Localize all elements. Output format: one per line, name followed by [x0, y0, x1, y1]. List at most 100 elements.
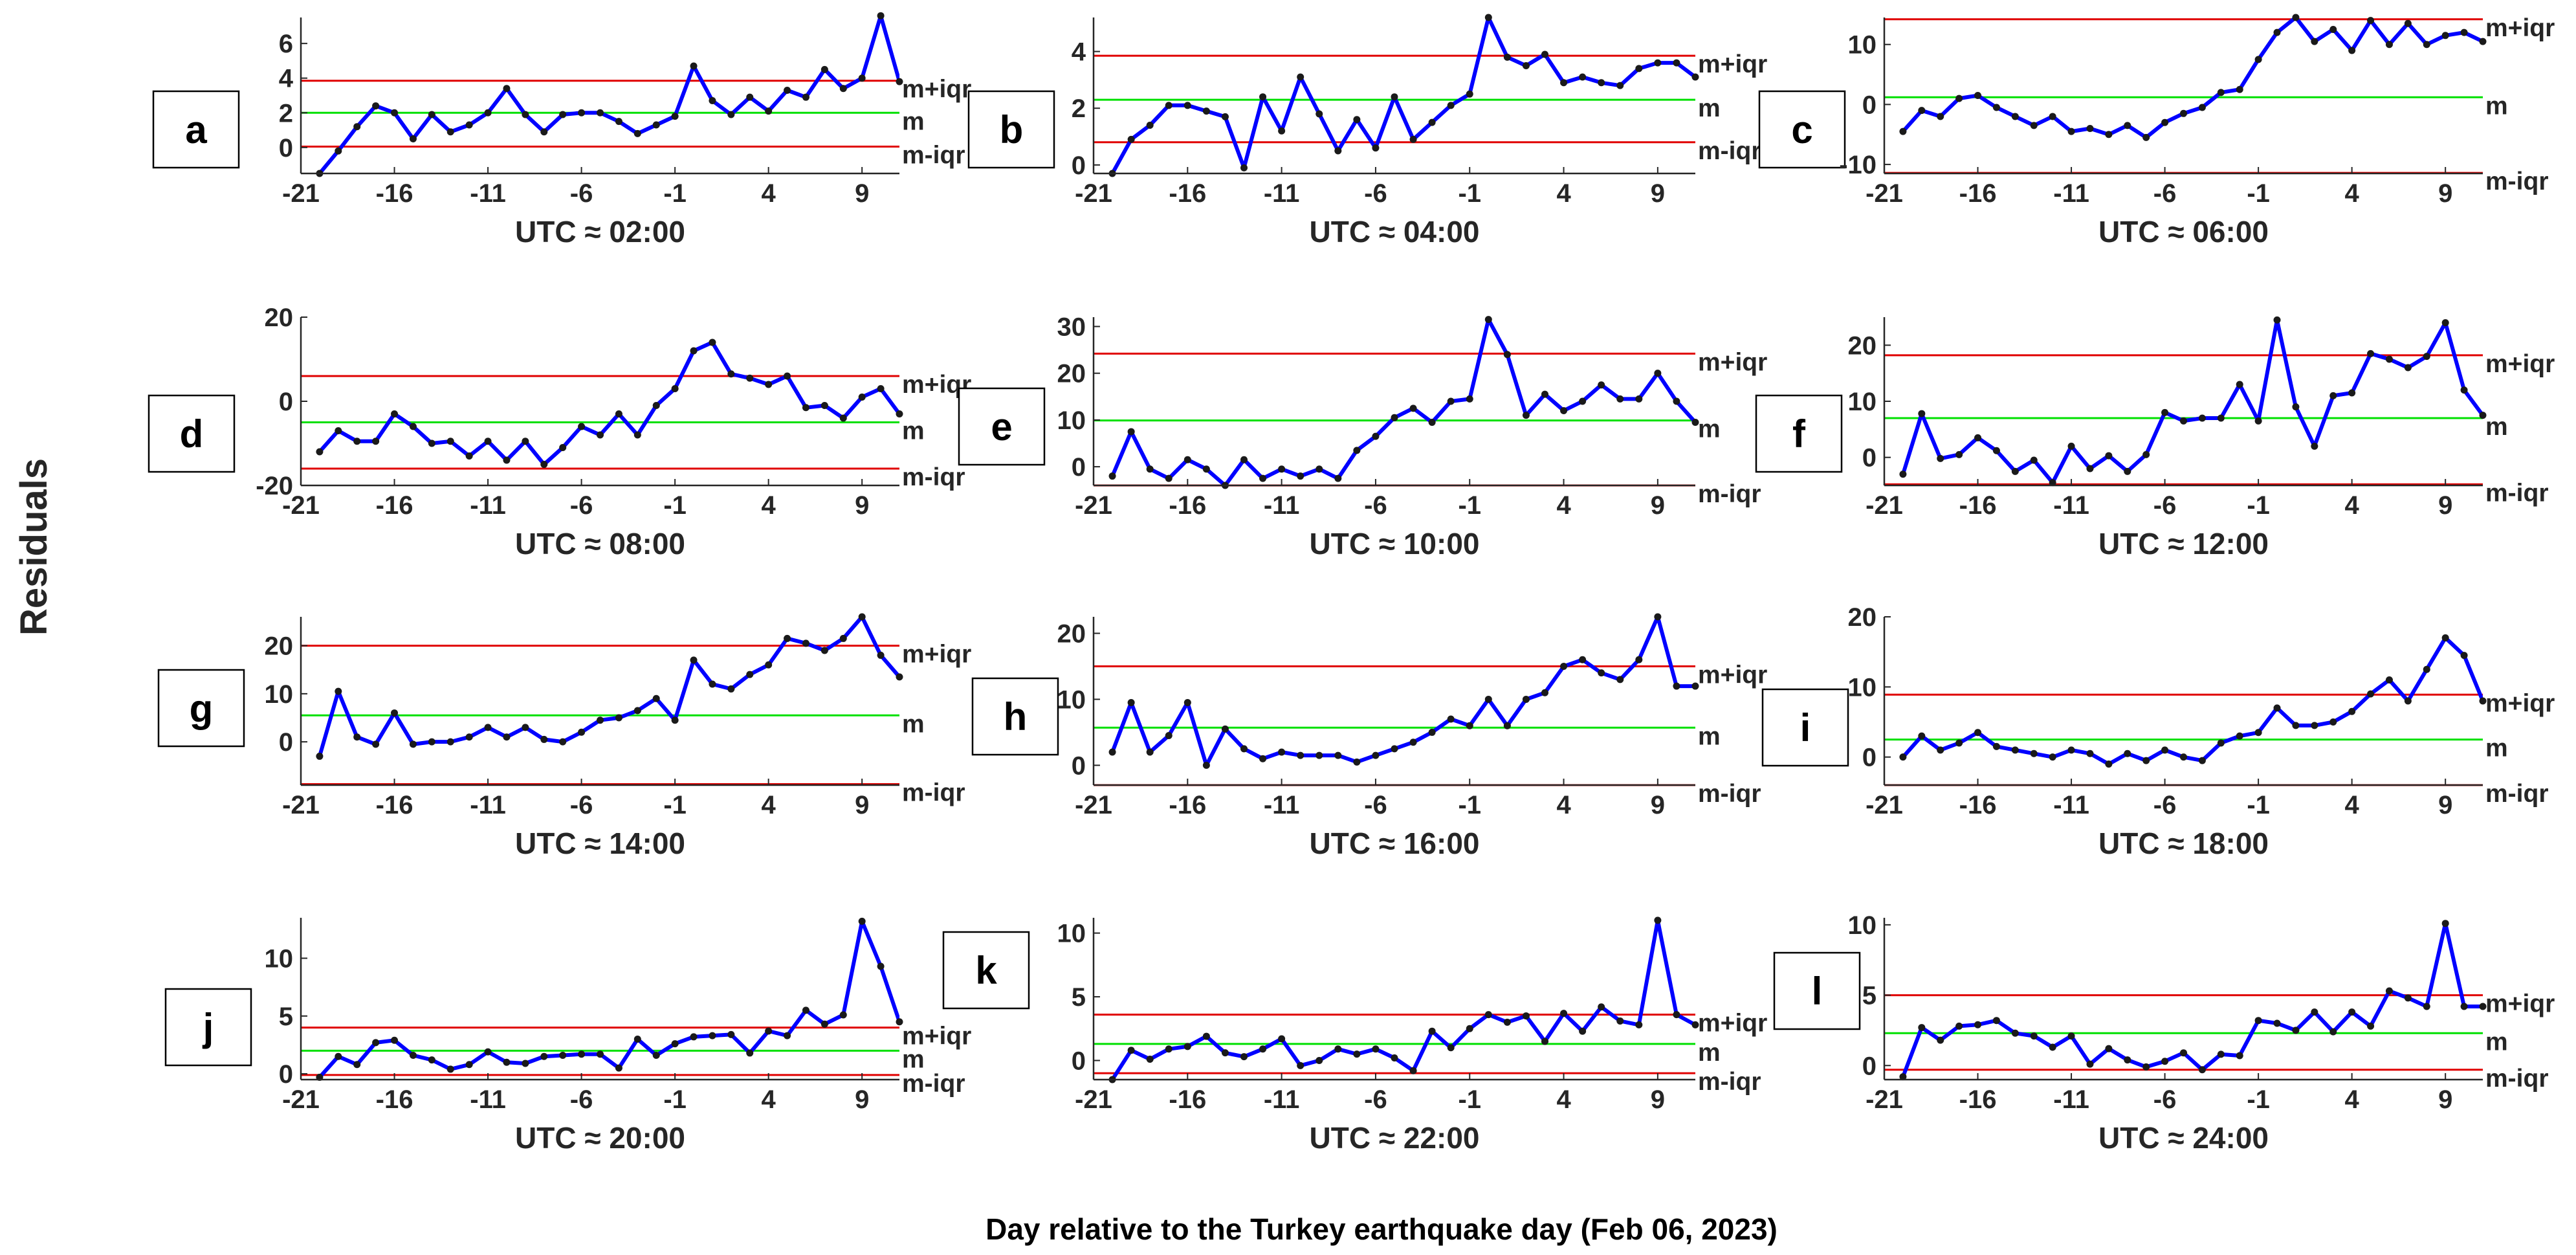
data-point-g [802, 639, 809, 647]
data-point-l [2142, 1063, 2150, 1071]
x-tick-label-e: 4 [1556, 491, 1571, 520]
data-point-k [1202, 1032, 1210, 1040]
data-point-d [316, 448, 324, 456]
x-tick-label-l: -1 [2247, 1085, 2270, 1114]
data-point-i [1992, 742, 2000, 750]
y-tick-label-f: 20 [1848, 331, 1877, 360]
panel-title-l: UTC ≈ 24:00 [2098, 1121, 2269, 1155]
data-point-j [540, 1052, 548, 1060]
data-point-a [540, 128, 548, 136]
data-point-l [2161, 1058, 2169, 1065]
data-point-d [746, 374, 754, 382]
data-point-i [1918, 732, 1926, 740]
data-point-l [2367, 1022, 2375, 1030]
data-point-g [540, 735, 548, 743]
data-point-a [690, 62, 698, 70]
y-tick-label-b: 0 [1072, 151, 1086, 180]
data-point-d [578, 423, 586, 430]
panel-title-k: UTC ≈ 22:00 [1310, 1121, 1480, 1155]
m-minus-iqr-label-h: m-iqr [1698, 780, 1761, 808]
data-point-c [2011, 113, 2019, 120]
x-tick-label-l: -11 [2053, 1085, 2089, 1114]
data-point-f [2273, 316, 2281, 324]
y-tick-label-i: 10 [1848, 673, 1877, 702]
x-tick-label-h: -1 [1458, 791, 1481, 819]
data-point-j [877, 962, 885, 970]
m-minus-iqr-label-f: m-iqr [2485, 479, 2549, 507]
data-point-f [1918, 410, 1926, 417]
data-point-i [2385, 676, 2393, 683]
panel-label-box-k [942, 931, 1030, 1010]
data-point-h [1579, 656, 1587, 663]
data-point-e [1598, 381, 1605, 389]
panel-label-g: g [190, 687, 214, 730]
x-tick-label-f: -21 [1866, 491, 1903, 520]
y-tick-label-j: 10 [265, 945, 294, 973]
data-point-h [1259, 755, 1267, 762]
data-point-b [1202, 107, 1210, 115]
y-tick-label-g: 20 [265, 632, 294, 661]
data-point-i [2329, 718, 2337, 726]
data-point-i [2030, 750, 2038, 757]
data-point-i [2367, 690, 2375, 698]
data-point-h [1221, 725, 1229, 733]
data-point-l [1974, 1021, 1982, 1028]
data-point-e [1127, 428, 1135, 436]
mean-label-d: m [902, 417, 925, 445]
series-line-h [1110, 615, 1695, 768]
x-tick-label-g: -11 [470, 791, 506, 819]
data-point-f [2067, 442, 2075, 450]
data-point-c [1955, 94, 1963, 102]
data-point-f [2124, 467, 2131, 475]
x-tick-label-e: -6 [1364, 491, 1387, 520]
data-point-c [2385, 41, 2393, 49]
data-point-f [2236, 381, 2243, 388]
data-point-a [765, 107, 773, 115]
y-tick-label-c: 0 [1862, 91, 1877, 119]
data-point-j [428, 1056, 435, 1064]
y-tick-label-e: 20 [1057, 360, 1086, 388]
data-point-l [2311, 1008, 2318, 1016]
x-tick-label-f: -16 [1959, 491, 1997, 520]
data-point-a [671, 113, 679, 120]
x-tick-label-f: 9 [2438, 491, 2452, 520]
data-point-k [1654, 916, 1662, 924]
data-point-f [2348, 389, 2356, 397]
series-line-k [1110, 918, 1695, 1081]
data-point-e [1428, 419, 1436, 426]
panel-f: f m+iqr m m-iqr 0 10 20 -21 -16 -11 -6 -1 4 9 UTC ≈ 12… [1755, 316, 2555, 561]
data-point-c [2180, 109, 2187, 117]
x-tick-label-i: -1 [2247, 791, 2270, 819]
data-point-e [1579, 397, 1587, 405]
data-point-l [2404, 994, 2412, 1002]
data-point-j [896, 1018, 903, 1026]
mean-label-k: m [1698, 1039, 1721, 1067]
data-point-f [1974, 434, 1982, 441]
x-tick-label-a: -6 [570, 179, 593, 208]
data-point-c [2161, 118, 2169, 126]
x-tick-label-g: 4 [762, 791, 776, 819]
data-point-d [503, 456, 511, 464]
data-point-k [1165, 1045, 1172, 1053]
x-tick-label-h: 4 [1556, 791, 1571, 819]
y-tick-label-l: 10 [1848, 911, 1877, 940]
data-point-b [1484, 14, 1492, 21]
panel-c: c m+iqr m m-iqr -10 0 10 -21 -16 -11 -6 -1 4 9 UTC ≈ 0… [1758, 14, 2555, 249]
data-point-l [1992, 1017, 2000, 1025]
data-point-i [1937, 746, 1944, 754]
y-tick-label-e: 30 [1057, 313, 1086, 341]
panel-label-box-j [164, 988, 252, 1067]
x-tick-label-l: 4 [2345, 1085, 2360, 1114]
panel-label-box-f [1755, 394, 1843, 473]
data-point-e [1202, 465, 1210, 473]
data-point-f [2217, 414, 2225, 422]
data-point-b [1541, 50, 1548, 58]
data-point-f [1992, 447, 2000, 454]
data-point-g [709, 680, 716, 688]
data-point-e [1316, 465, 1323, 473]
data-point-a [522, 111, 529, 118]
data-point-f [2049, 479, 2056, 487]
data-point-g [633, 707, 641, 715]
data-point-l [2011, 1029, 2019, 1037]
data-point-k [1127, 1047, 1135, 1054]
